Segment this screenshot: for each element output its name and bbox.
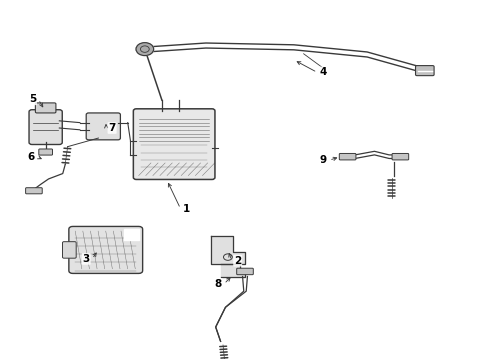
FancyBboxPatch shape <box>25 188 42 194</box>
Text: 1: 1 <box>183 204 190 214</box>
FancyBboxPatch shape <box>29 110 62 144</box>
FancyBboxPatch shape <box>63 242 76 258</box>
FancyBboxPatch shape <box>35 103 56 113</box>
FancyBboxPatch shape <box>237 268 253 275</box>
Text: 6: 6 <box>27 152 35 162</box>
FancyBboxPatch shape <box>86 113 121 140</box>
Text: 7: 7 <box>108 123 116 133</box>
Circle shape <box>136 42 154 55</box>
FancyBboxPatch shape <box>69 226 143 273</box>
FancyBboxPatch shape <box>133 109 215 180</box>
Text: 9: 9 <box>319 155 327 165</box>
FancyBboxPatch shape <box>392 153 409 160</box>
Text: 2: 2 <box>234 256 241 266</box>
Text: 3: 3 <box>83 254 90 264</box>
Polygon shape <box>211 235 245 264</box>
Text: 4: 4 <box>319 67 327 77</box>
Text: 5: 5 <box>29 94 36 104</box>
Text: 8: 8 <box>215 279 222 289</box>
FancyBboxPatch shape <box>39 149 52 155</box>
FancyBboxPatch shape <box>416 66 434 76</box>
Polygon shape <box>124 229 139 240</box>
FancyBboxPatch shape <box>339 153 356 160</box>
Polygon shape <box>220 264 245 277</box>
